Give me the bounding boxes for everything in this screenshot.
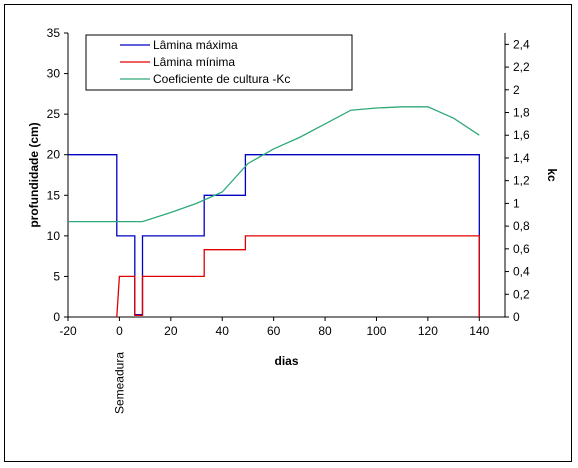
x-tick-label: -20 (59, 324, 77, 338)
y-tick-label: 10 (47, 229, 61, 243)
y2-axis-title: kc (545, 168, 559, 182)
y-tick-label: 5 (53, 269, 60, 283)
legend: Lâmina máxima Lâmina mínima Coeficiente de… (85, 34, 353, 91)
y-tick-label: 25 (47, 107, 61, 121)
y-tick-label: 30 (47, 67, 61, 81)
x-tick-label: 100 (366, 324, 386, 338)
x-tick-label: 20 (164, 324, 178, 338)
y2-tick-label: 0,2 (513, 287, 530, 301)
annotations: Semeadura (112, 352, 126, 414)
series-line-1 (68, 154, 480, 317)
y-axis-title: profundidade (cm) (27, 122, 41, 227)
x-axis-title: dias (274, 354, 298, 368)
y2-tick-label: 1 (513, 196, 520, 210)
y2-tick-label: 2,4 (513, 37, 530, 51)
legend-label-2: Lâmina mínima (153, 55, 235, 69)
x-tick-label: 140 (469, 324, 489, 338)
y2-tick-label: 1,2 (513, 174, 530, 188)
y2-tick-label: 0,4 (513, 265, 530, 279)
y-tick-label: 15 (47, 188, 61, 202)
y-tick-label: 20 (47, 148, 61, 162)
series-line-3 (68, 106, 480, 223)
y2-tick-label: 2,2 (513, 60, 530, 74)
legend-label-1: Lâmina máxima (153, 38, 238, 52)
y-tick-label: 0 (53, 310, 60, 324)
x-tick-label: 80 (318, 324, 332, 338)
y2-tick-label: 1,4 (513, 151, 530, 165)
y2-tick-label: 1,6 (513, 128, 530, 142)
y2-tick-label: 0,6 (513, 242, 530, 256)
series-layer (68, 106, 480, 318)
y2-tick-label: 2 (513, 83, 520, 97)
axes (67, 33, 506, 318)
y2-ticks: 0 0,2 0,4 0,6 0,8 1 1,2 1,4 1,6 1,8 2 2,2 2,4 (505, 37, 530, 324)
legend-label-3: Coeficiente de cultura -Kc (153, 72, 290, 86)
x-ticks: -20 0 20 40 60 80 100 120 140 (59, 317, 490, 338)
series-line-2 (116, 235, 480, 318)
y-tick-label: 35 (47, 26, 61, 40)
y-ticks: 0 5 10 15 20 25 30 35 (47, 26, 68, 324)
x-tick-label: 40 (216, 324, 230, 338)
x-tick-label: 120 (418, 324, 438, 338)
annotation-label: Semeadura (112, 352, 126, 414)
y2-tick-label: 1,8 (513, 106, 530, 120)
x-tick-label: 60 (267, 324, 281, 338)
x-tick-label: 0 (116, 324, 123, 338)
y2-tick-label: 0,8 (513, 219, 530, 233)
y2-tick-label: 0 (513, 310, 520, 324)
